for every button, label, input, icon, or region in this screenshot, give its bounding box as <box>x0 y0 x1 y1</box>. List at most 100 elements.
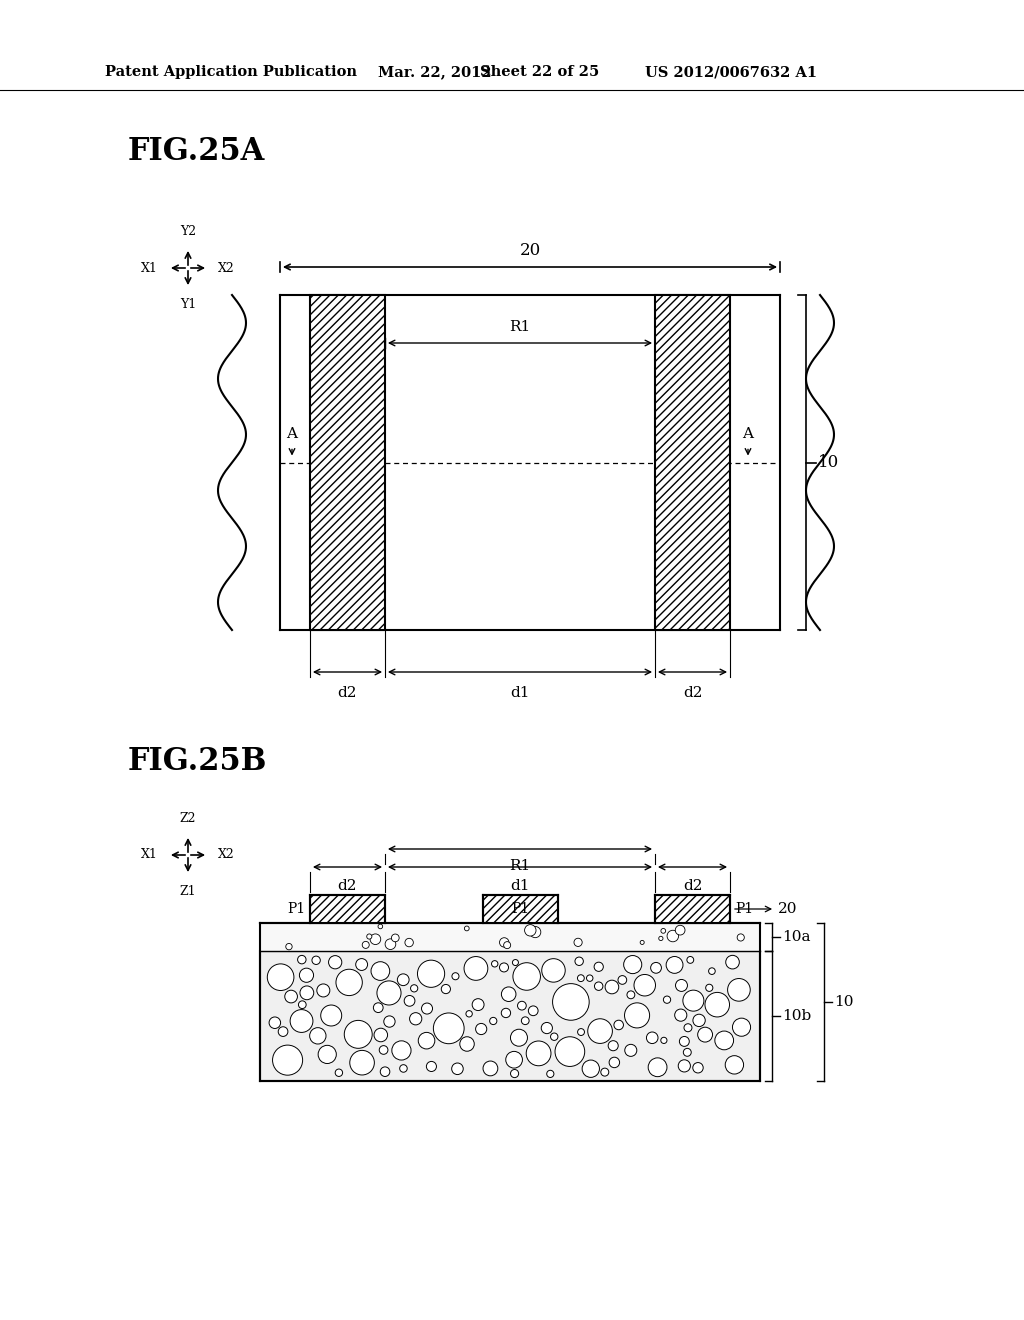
Circle shape <box>648 1057 667 1077</box>
Circle shape <box>489 1018 497 1024</box>
Circle shape <box>502 987 516 1002</box>
Circle shape <box>675 1008 687 1022</box>
Circle shape <box>542 1023 552 1034</box>
Circle shape <box>299 968 313 982</box>
Circle shape <box>367 935 372 939</box>
Circle shape <box>422 1003 432 1014</box>
Circle shape <box>608 1040 618 1051</box>
Circle shape <box>380 1067 390 1077</box>
Circle shape <box>321 1005 342 1026</box>
Circle shape <box>336 969 362 995</box>
Circle shape <box>384 1016 395 1027</box>
Bar <box>260 923 760 950</box>
Circle shape <box>464 957 487 981</box>
Circle shape <box>676 979 687 991</box>
Circle shape <box>646 1032 658 1044</box>
Circle shape <box>374 1003 383 1012</box>
Circle shape <box>705 993 729 1016</box>
Text: A: A <box>742 426 754 441</box>
Circle shape <box>517 1002 526 1010</box>
Bar <box>310 294 385 630</box>
Bar <box>655 895 730 923</box>
Circle shape <box>555 1036 585 1067</box>
Text: FIG.25A: FIG.25A <box>128 136 265 168</box>
Circle shape <box>426 1061 436 1072</box>
Circle shape <box>397 974 410 986</box>
Circle shape <box>625 1044 637 1056</box>
Circle shape <box>267 964 294 990</box>
Circle shape <box>433 1012 464 1044</box>
Circle shape <box>511 1030 527 1047</box>
Circle shape <box>285 990 297 1003</box>
Circle shape <box>528 1006 538 1015</box>
Circle shape <box>371 962 390 981</box>
Text: X2: X2 <box>218 261 234 275</box>
Circle shape <box>404 939 414 946</box>
Circle shape <box>679 1036 689 1047</box>
Circle shape <box>452 1063 463 1074</box>
Text: P1: P1 <box>287 902 305 916</box>
Circle shape <box>574 957 584 965</box>
Circle shape <box>298 1001 306 1008</box>
Circle shape <box>594 962 603 972</box>
Circle shape <box>452 973 459 979</box>
Circle shape <box>466 1011 472 1016</box>
Circle shape <box>269 1016 281 1028</box>
Circle shape <box>410 1012 422 1024</box>
Circle shape <box>500 962 509 972</box>
Circle shape <box>309 1028 326 1044</box>
Text: d2: d2 <box>683 686 702 700</box>
Circle shape <box>588 1019 612 1043</box>
Circle shape <box>605 981 618 994</box>
Circle shape <box>483 1061 498 1076</box>
Circle shape <box>547 1071 554 1077</box>
Circle shape <box>732 1018 751 1036</box>
Text: FIG.25B: FIG.25B <box>128 747 267 777</box>
Text: Mar. 22, 2012: Mar. 22, 2012 <box>378 65 492 79</box>
Circle shape <box>618 975 627 985</box>
Circle shape <box>502 1008 511 1018</box>
Text: Z1: Z1 <box>179 884 197 898</box>
Text: d2: d2 <box>683 879 702 894</box>
Circle shape <box>377 981 401 1005</box>
Circle shape <box>683 1048 691 1056</box>
Circle shape <box>418 1032 435 1049</box>
Circle shape <box>737 933 744 941</box>
Circle shape <box>513 962 541 990</box>
Text: A: A <box>287 426 298 441</box>
Text: d2: d2 <box>338 879 357 894</box>
Text: R1: R1 <box>509 859 530 873</box>
Circle shape <box>582 1060 599 1077</box>
Circle shape <box>316 983 330 997</box>
Circle shape <box>684 1024 692 1032</box>
Circle shape <box>542 958 565 982</box>
Text: 10b: 10b <box>782 1008 811 1023</box>
Circle shape <box>578 1028 585 1035</box>
Text: 10: 10 <box>818 454 840 471</box>
Circle shape <box>379 1045 388 1055</box>
Circle shape <box>504 941 511 949</box>
Circle shape <box>725 1056 743 1074</box>
Circle shape <box>418 960 444 987</box>
Circle shape <box>286 944 292 950</box>
Circle shape <box>687 957 693 964</box>
Text: d1: d1 <box>510 686 529 700</box>
Circle shape <box>300 986 313 999</box>
Text: R1: R1 <box>509 319 530 334</box>
Circle shape <box>664 997 671 1003</box>
Circle shape <box>578 974 585 982</box>
Text: P1: P1 <box>735 902 753 916</box>
Circle shape <box>378 924 383 929</box>
Text: d2: d2 <box>338 686 357 700</box>
Circle shape <box>460 1036 474 1051</box>
Text: 20: 20 <box>778 902 798 916</box>
Circle shape <box>312 956 321 965</box>
Circle shape <box>609 1057 620 1068</box>
Circle shape <box>587 975 593 981</box>
Circle shape <box>678 1060 690 1072</box>
Circle shape <box>370 935 381 945</box>
Circle shape <box>553 983 589 1020</box>
Circle shape <box>492 961 498 968</box>
Circle shape <box>675 925 685 935</box>
Circle shape <box>706 985 713 991</box>
